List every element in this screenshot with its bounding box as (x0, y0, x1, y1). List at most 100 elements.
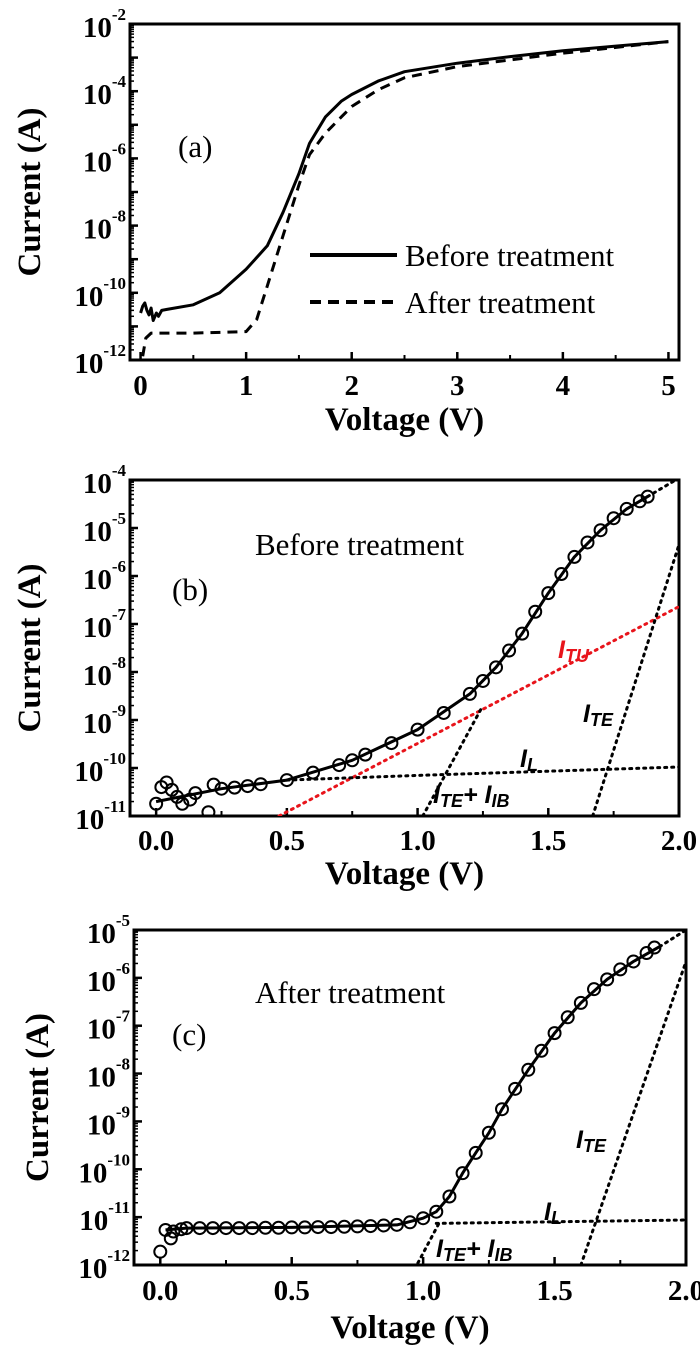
label-part: I (544, 1198, 552, 1226)
data-point (626, 954, 641, 969)
x-tick-label: 0 (133, 370, 148, 402)
component-label: ITE (583, 700, 614, 730)
data-point (163, 1231, 178, 1246)
data-point (554, 567, 569, 582)
label-part: I (436, 1235, 444, 1263)
plot-area (139, 40, 669, 357)
label-part: + I (463, 781, 493, 809)
panel-label: (b) (172, 572, 208, 607)
y-tick-label: 10-9 (87, 1102, 130, 1141)
label-part: IB (491, 791, 509, 811)
data-point (495, 1102, 509, 1117)
y-tick-label: 10-10 (74, 749, 126, 788)
data-point (442, 1189, 457, 1204)
y-axis-label: Current (A) (12, 564, 48, 733)
data-point (632, 494, 647, 509)
x-tick-label: 1.0 (405, 1275, 441, 1307)
data-point (455, 1166, 470, 1181)
x-tick-label: 2.0 (668, 1275, 700, 1307)
x-tick-label: 0.5 (269, 825, 305, 857)
y-tick-label: 10-10 (78, 1150, 130, 1189)
y-axis-label: Current (A) (12, 108, 48, 277)
data-point (345, 753, 360, 768)
label-part: + I (466, 1235, 496, 1263)
component-label: ITE+ IIB (436, 1235, 512, 1265)
fit-component-i-te-i-ib (421, 704, 485, 816)
label-part: I (433, 781, 441, 809)
y-tick-label: 10-8 (87, 1055, 130, 1094)
y-tick-label: 10-6 (87, 959, 130, 998)
component-label: IL (520, 745, 538, 775)
x-tick-label: 0.0 (138, 825, 174, 857)
x-tick-label: 0.5 (274, 1275, 310, 1307)
data-point (166, 1224, 181, 1239)
data-point (410, 722, 425, 737)
fit-total-extension (646, 480, 679, 499)
y-tick-label: 10-12 (74, 341, 126, 380)
data-point (508, 1081, 523, 1096)
panel-a: 0 1 2 3 4 5 10-2 10-4 10-6 10-8 10-10 10-12 Voltage … (12, 5, 681, 438)
data-point (580, 535, 595, 550)
data-point (521, 1062, 536, 1077)
data-point (429, 1204, 444, 1219)
label-part: I (583, 700, 591, 728)
legend-entry: After treatment (405, 285, 596, 320)
data-point (560, 1010, 575, 1025)
data-point (593, 523, 608, 538)
x-tick-label: 2.0 (661, 825, 697, 857)
label-part: I (576, 1126, 584, 1154)
plot-frame (132, 928, 688, 1267)
data-point (534, 1043, 549, 1058)
data-point (201, 805, 216, 816)
label-part: IB (494, 1245, 512, 1265)
data-point (587, 982, 601, 997)
label-part: TE (583, 1136, 607, 1156)
series-line-before-treatment (139, 40, 669, 322)
data-point (358, 747, 373, 762)
data-point (436, 705, 451, 720)
y-tick-label: 10-8 (83, 207, 126, 246)
panel-b: 0.0 0.5 1.0 1.5 2.0 10-4 10-5 10-6 10-7 10-8 10-9 1… (12, 461, 697, 892)
x-tick-label: 4 (556, 370, 571, 402)
y-tick-label: 10-5 (87, 911, 130, 950)
y-tick-label: 10-10 (74, 274, 126, 313)
component-label: ITE (576, 1126, 607, 1156)
y-tick-label: 10-11 (75, 797, 126, 836)
y-tick-label: 10-5 (83, 509, 126, 548)
y-tick-label: 10-7 (87, 1007, 131, 1046)
y-tick-label: 10-12 (78, 1246, 130, 1285)
series-line-after-treatment (141, 40, 669, 357)
y-tick-label: 10-2 (83, 5, 126, 44)
x-tick-label: 5 (661, 370, 676, 402)
fit-component-i-te (591, 543, 679, 816)
data-point (567, 549, 582, 564)
data-point (547, 1026, 562, 1041)
label-part: L (551, 1208, 562, 1228)
label-part: TU (565, 646, 590, 666)
label-part: TE (440, 791, 464, 811)
data-point (489, 660, 503, 675)
data-point (613, 962, 628, 977)
panel-c: 0.0 0.5 1.0 1.5 2.0 10-5 10-6 10-7 10-8 10-9 10-10… (20, 911, 700, 1346)
x-axis-label: Voltage (V) (325, 856, 484, 892)
fit-component-i-l (285, 765, 679, 782)
label-part: L (527, 755, 538, 775)
y-tick-label: 10-4 (83, 461, 127, 500)
y-tick-label: 10-6 (83, 557, 126, 596)
fit-component-i-te-i-ib (416, 1221, 441, 1265)
label-part: I (558, 636, 566, 664)
x-tick-label: 1 (239, 370, 254, 402)
y-axis-label: Current (A) (20, 1013, 56, 1182)
y-tick-label: 10-11 (79, 1198, 130, 1237)
data-point (640, 489, 655, 504)
data-point (149, 796, 164, 811)
plot-frame (128, 478, 681, 818)
legend: Before treatment After treatment (310, 238, 615, 320)
x-tick-label: 2 (344, 370, 359, 402)
x-tick-label: 1.0 (399, 825, 435, 857)
y-tick-label: 10-6 (83, 139, 126, 178)
x-axis-label: Voltage (V) (325, 402, 484, 438)
data-point (619, 501, 634, 516)
legend-entry: Before treatment (405, 238, 615, 273)
